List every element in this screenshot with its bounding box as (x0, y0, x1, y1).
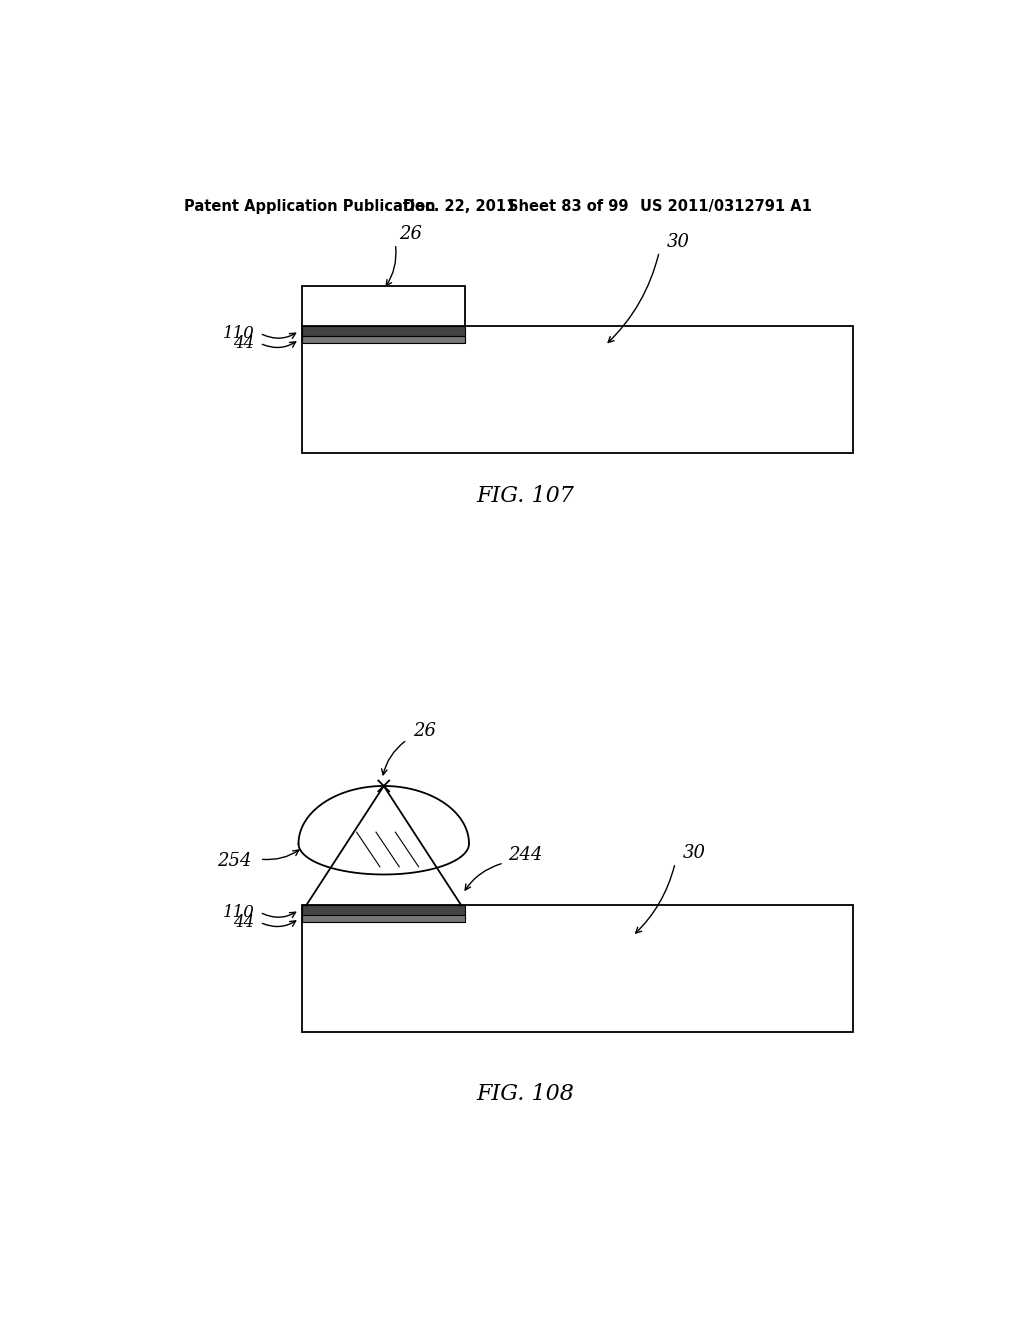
Bar (302, 326, 853, 453)
Text: 30: 30 (683, 843, 706, 862)
Bar (302, 915, 465, 923)
Text: 110: 110 (222, 904, 254, 921)
Text: Patent Application Publication: Patent Application Publication (183, 198, 435, 214)
Text: 30: 30 (667, 232, 690, 251)
Text: 44: 44 (233, 913, 254, 931)
Bar (302, 286, 465, 326)
Text: 26: 26 (414, 722, 436, 739)
Text: 244: 244 (508, 846, 543, 865)
Bar (302, 906, 853, 1032)
Text: FIG. 107: FIG. 107 (476, 484, 573, 507)
Text: 26: 26 (399, 224, 422, 243)
Bar (302, 326, 465, 335)
Text: 110: 110 (222, 325, 254, 342)
Text: US 2011/0312791 A1: US 2011/0312791 A1 (640, 198, 811, 214)
Bar (302, 335, 465, 343)
Text: 254: 254 (217, 851, 252, 870)
Text: FIG. 108: FIG. 108 (476, 1082, 573, 1105)
Text: Sheet 83 of 99: Sheet 83 of 99 (508, 198, 629, 214)
Text: Dec. 22, 2011: Dec. 22, 2011 (403, 198, 516, 214)
Bar (302, 906, 465, 915)
Text: 44: 44 (233, 335, 254, 351)
